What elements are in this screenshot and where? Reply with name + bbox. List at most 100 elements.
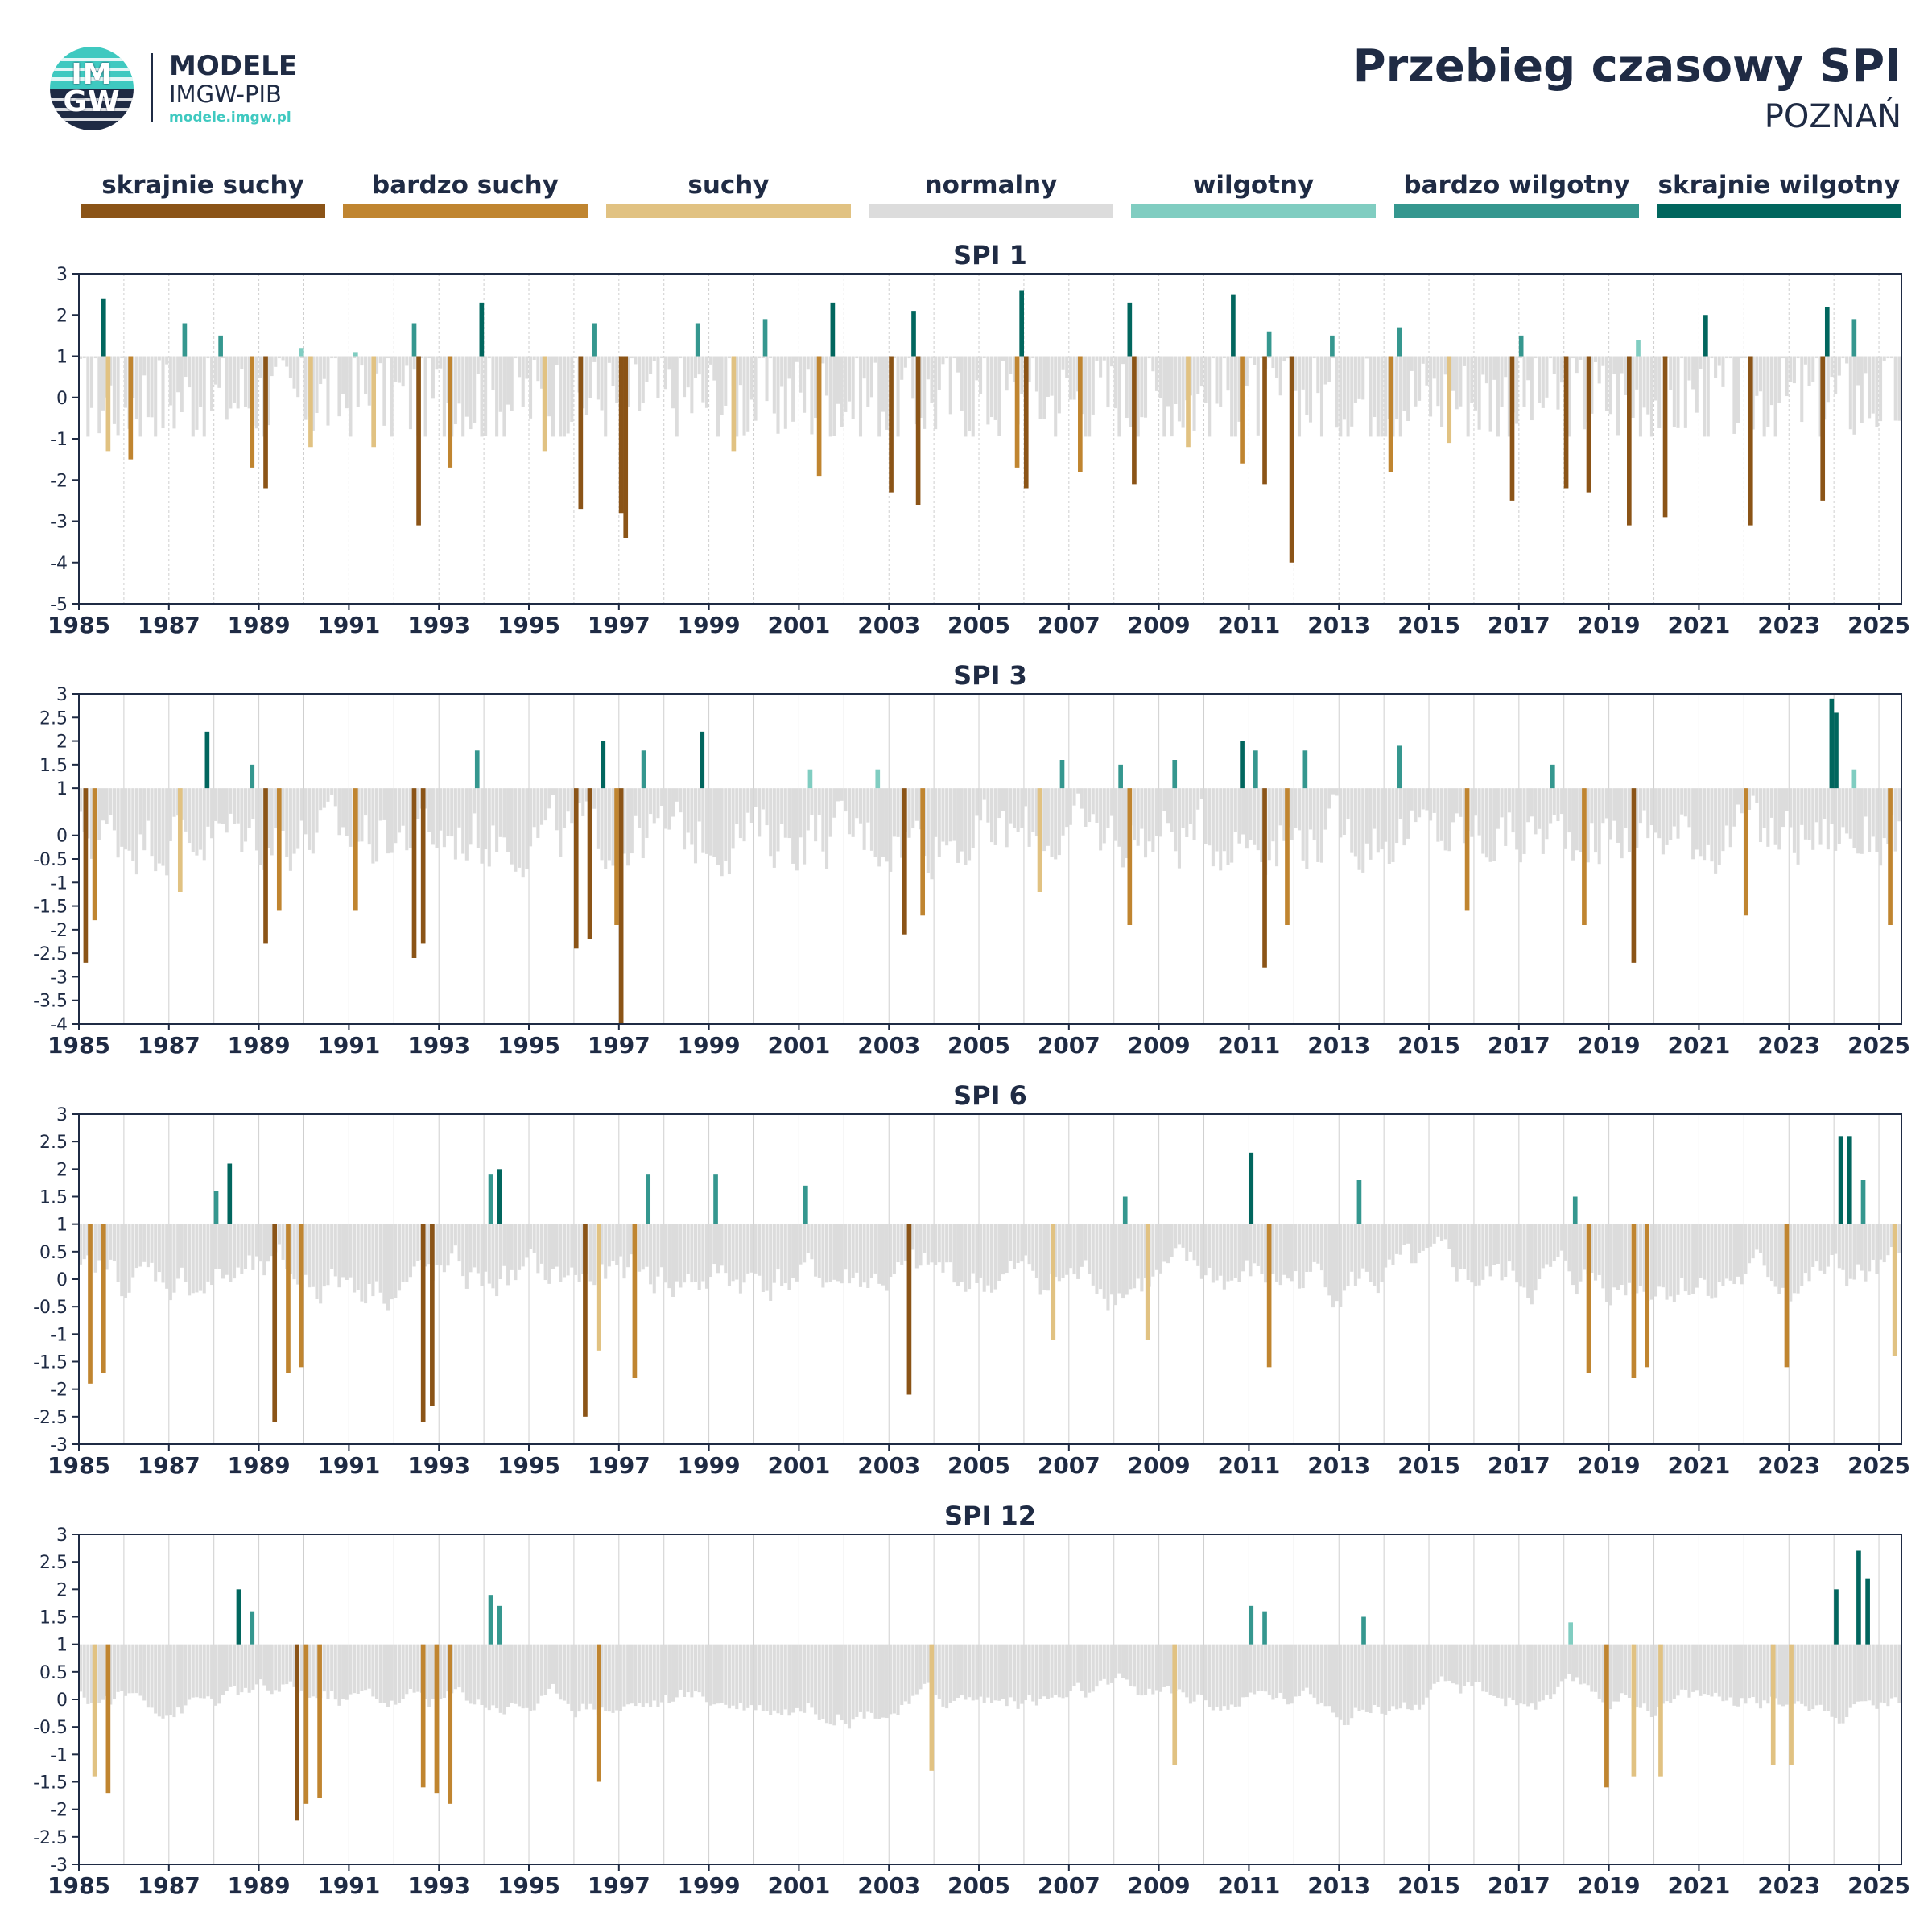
spi-bar <box>667 1644 671 1703</box>
spi-bar <box>1432 356 1436 379</box>
spi-bar <box>663 1644 667 1696</box>
spi-bar <box>390 1644 394 1701</box>
spi-bar <box>1342 356 1346 420</box>
spi-bar <box>1856 1644 1860 1702</box>
spi-bar-significant <box>303 1644 309 1804</box>
x-tick-label: 2001 <box>767 1452 830 1479</box>
spi-bar <box>968 788 972 861</box>
spi-bar-significant <box>1397 745 1402 789</box>
spi-bar <box>1147 788 1151 842</box>
spi-bar <box>461 356 465 437</box>
spi-bar <box>738 356 742 386</box>
spi-bar <box>1177 356 1181 422</box>
spi-bar <box>1305 356 1309 415</box>
spi-bar <box>134 1224 138 1269</box>
spi-bar <box>858 1224 863 1287</box>
chart-title: SPI 6 <box>953 1080 1027 1111</box>
spi-bar <box>1868 356 1872 419</box>
spi-bar <box>1823 788 1827 819</box>
spi-bar <box>138 788 142 835</box>
spi-bar <box>570 356 574 423</box>
spi-bar <box>1638 788 1642 824</box>
spi-bar <box>1796 1224 1800 1294</box>
x-tick-label: 1985 <box>47 1452 110 1479</box>
spi-bar <box>1624 356 1628 395</box>
spi-bar <box>693 356 698 378</box>
spi-bar <box>1515 1644 1519 1706</box>
spi-bar-significant <box>1172 760 1178 789</box>
spi-bar <box>1466 356 1470 437</box>
spi-bar <box>1755 1644 1759 1704</box>
spi-bar-significant <box>1834 712 1839 789</box>
spi-bar <box>1256 788 1260 851</box>
spi-bar <box>1001 788 1005 811</box>
spi-bar-significant <box>430 1224 435 1406</box>
spi-bar <box>1301 1644 1305 1690</box>
spi-bar <box>180 1224 184 1268</box>
spi-bar <box>386 356 390 359</box>
spi-bar <box>1803 788 1807 840</box>
spi-bar-significant <box>1645 1224 1650 1368</box>
spi-bar <box>1076 788 1080 794</box>
spi-bar <box>1072 1644 1076 1686</box>
spi-bar <box>1162 788 1166 811</box>
spi-bar <box>896 788 900 837</box>
spi-bar-significant <box>1631 1224 1637 1378</box>
spi-bar <box>1009 1644 1013 1698</box>
spi-bar <box>570 1224 574 1268</box>
spi-bar <box>341 1224 345 1278</box>
spi-bar <box>1635 356 1639 390</box>
spi-bar <box>1882 356 1886 361</box>
spi-bar <box>1665 788 1669 845</box>
spi-bar-significant <box>295 1644 299 1821</box>
spi-bar <box>427 1224 431 1265</box>
spi-bar-significant <box>1748 356 1753 526</box>
spi-bar <box>473 1644 477 1705</box>
spi-bar <box>937 1644 941 1699</box>
spi-bar <box>476 1644 480 1700</box>
spi-bar <box>566 1644 570 1704</box>
spi-bar <box>1890 1644 1894 1699</box>
spi-bar <box>1391 788 1395 862</box>
spi-bar <box>1323 1644 1327 1707</box>
spi-bar <box>341 1644 345 1699</box>
spi-bar <box>1208 1224 1212 1268</box>
spi-bar <box>1099 1224 1103 1290</box>
legend-item: normalny <box>869 169 1113 218</box>
spi-bar-significant <box>1838 1136 1843 1224</box>
spi-bar-significant <box>929 1644 935 1771</box>
spi-bar <box>1890 356 1894 359</box>
spi-bar <box>1196 356 1200 394</box>
spi-bar <box>727 788 731 875</box>
spi-bar-significant <box>1186 356 1191 448</box>
spi-bar <box>1687 1224 1691 1295</box>
spi-bar <box>495 1224 499 1297</box>
logo-url[interactable]: modele.imgw.pl <box>169 109 291 126</box>
spi-bar <box>731 788 735 849</box>
spi-bar-significant <box>101 1224 106 1373</box>
spi-bar <box>1642 1224 1646 1292</box>
spi-bar <box>652 1224 656 1294</box>
y-tick-label: -0.5 <box>33 1718 68 1738</box>
spi-bar <box>1848 1644 1852 1708</box>
spi-bar <box>89 1644 94 1703</box>
spi-bar <box>1061 356 1065 370</box>
spi-bar <box>202 1644 206 1699</box>
spi-bar <box>229 356 233 409</box>
spi-bar <box>1649 1224 1653 1300</box>
spi-bar <box>1807 1224 1811 1282</box>
spi-bar <box>758 1224 762 1276</box>
spi-bar <box>247 356 251 409</box>
spi-bar <box>997 1644 1001 1701</box>
spi-bar <box>1852 1644 1856 1705</box>
x-tick-label: 2015 <box>1397 1452 1460 1479</box>
spi-bar-significant <box>128 356 134 460</box>
spi-bar <box>1361 356 1365 400</box>
y-tick-label: 2 <box>56 733 68 753</box>
spi-bar <box>1515 788 1519 850</box>
spi-bar <box>1339 356 1343 437</box>
spi-bar <box>1672 1224 1676 1302</box>
spi-bar-significant <box>263 356 268 489</box>
spi-bar <box>1860 1644 1864 1702</box>
spi-bar <box>442 1644 446 1699</box>
